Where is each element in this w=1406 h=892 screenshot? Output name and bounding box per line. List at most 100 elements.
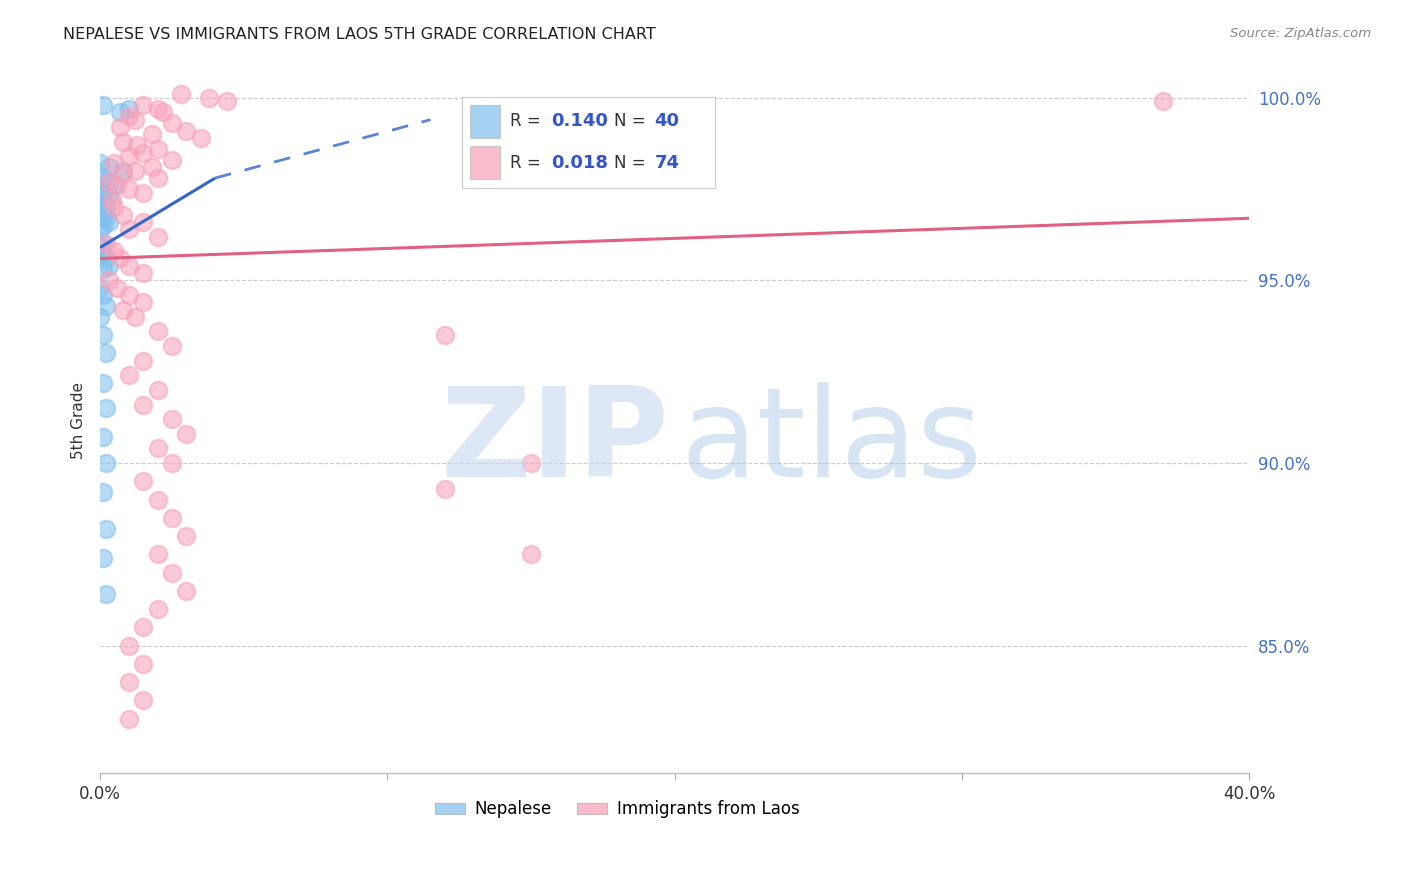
Point [118,182,141,196]
Point [94,456,117,470]
Point [112,163,135,178]
Point [94,401,117,416]
Text: Source: ZipAtlas.com: Source: ZipAtlas.com [1230,27,1371,40]
Point [118,368,141,383]
Point [91,262,114,277]
Point [112,135,135,149]
Point [91,376,114,390]
Point [433,482,456,496]
Point [91,328,114,343]
Point [118,712,141,726]
Point [89,280,111,294]
Point [132,295,155,310]
Legend: Nepalese, Immigrants from Laos: Nepalese, Immigrants from Laos [427,794,807,825]
Point [103,156,125,170]
Point [198,91,221,105]
Point [132,657,155,671]
Point [132,475,155,489]
Point [141,128,163,142]
Point [89,240,111,254]
Point [118,102,141,116]
Point [91,430,114,444]
Point [146,142,169,156]
Point [118,222,141,236]
Point [91,171,114,186]
Point [146,229,169,244]
Point [160,116,183,130]
Point [94,346,117,360]
Point [97,160,120,174]
Point [103,178,125,193]
Point [91,288,114,302]
Point [91,236,114,251]
Point [97,189,120,203]
Point [89,156,111,170]
Point [112,302,135,317]
Point [103,244,125,259]
Point [160,510,183,524]
Point [91,550,114,565]
Point [118,259,141,273]
Point [146,102,169,116]
Point [160,412,183,426]
Point [124,163,146,178]
Point [160,339,183,353]
Point [146,383,169,397]
Point [132,693,155,707]
Point [91,219,114,233]
Point [141,160,163,174]
Point [520,456,543,470]
Point [132,145,155,160]
Point [118,149,141,163]
Point [100,193,122,207]
Point [94,252,117,266]
Point [520,547,543,561]
Point [94,587,117,601]
Point [176,426,198,441]
Point [94,522,117,536]
Point [146,602,169,616]
Point [112,208,135,222]
Point [94,200,117,214]
Point [91,196,114,211]
Point [146,325,169,339]
Point [132,266,155,280]
Point [146,442,169,456]
Text: atlas: atlas [681,382,983,502]
Point [91,98,114,112]
Point [1152,95,1174,109]
Point [146,547,169,561]
Point [176,583,198,598]
Point [97,273,120,287]
Point [132,353,155,368]
Point [97,215,120,229]
Point [91,208,114,222]
Point [94,175,117,189]
Point [91,186,114,200]
Point [89,222,111,236]
Point [94,236,117,251]
Text: ZIP: ZIP [440,382,669,502]
Point [160,456,183,470]
Point [118,288,141,302]
Point [105,280,128,294]
Point [433,328,456,343]
Point [132,215,155,229]
Point [91,485,114,500]
Point [103,200,125,214]
Point [94,299,117,313]
Point [110,252,132,266]
Point [176,123,198,137]
Point [215,95,238,109]
Y-axis label: 5th Grade: 5th Grade [72,383,86,459]
Point [118,639,141,653]
Point [146,492,169,507]
Point [146,171,169,186]
Point [132,186,155,200]
Point [89,182,111,196]
Point [112,168,135,182]
Point [160,566,183,580]
Point [190,131,212,145]
Point [118,109,141,123]
Point [91,248,114,262]
